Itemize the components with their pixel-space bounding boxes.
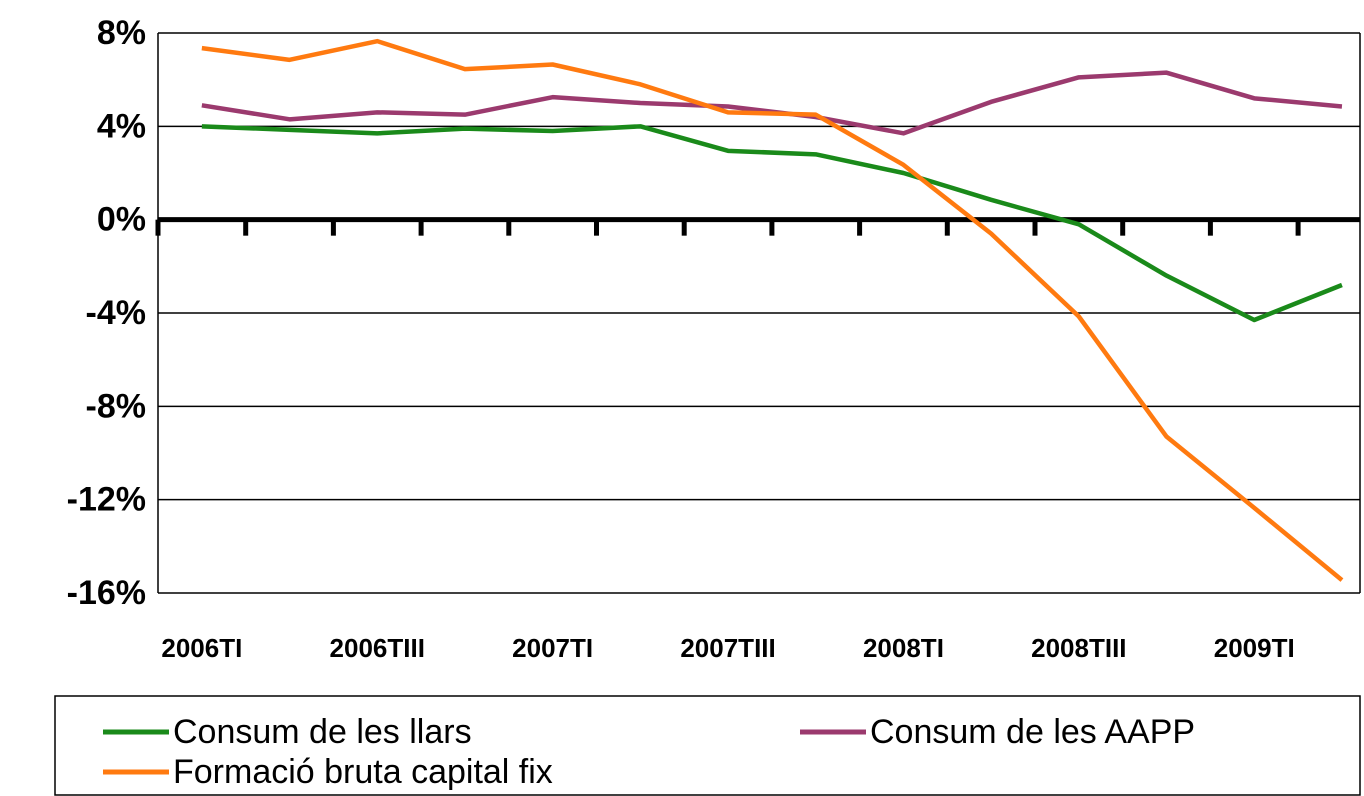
- series-line: [201, 38, 1344, 582]
- x-tick-label: 2006TIII: [330, 633, 425, 663]
- x-tick-label: 2009TI: [1214, 633, 1295, 663]
- x-tick-label: 2006TI: [161, 633, 242, 663]
- y-tick-label: -12%: [67, 481, 146, 519]
- x-tick-label: 2007TIII: [680, 633, 775, 663]
- series-line: [201, 124, 1343, 323]
- y-tick-label: 4%: [97, 107, 146, 145]
- x-tick-label: 2007TI: [512, 633, 593, 663]
- legend-label: Consum de les llars: [173, 713, 472, 751]
- y-tick-label: -4%: [86, 294, 146, 332]
- legend-label: Consum de les AAPP: [870, 713, 1195, 751]
- x-tick-label: 2008TIII: [1031, 633, 1126, 663]
- series-line: [201, 70, 1343, 136]
- y-tick-label: 0%: [97, 201, 146, 239]
- y-tick-label: -16%: [67, 574, 146, 612]
- legend-box: [54, 695, 1361, 796]
- x-tick-label: 2008TI: [863, 633, 944, 663]
- legend-label: Formació bruta capital fix: [173, 753, 553, 791]
- y-tick-label: 8%: [97, 14, 146, 52]
- y-tick-label: -8%: [86, 387, 146, 425]
